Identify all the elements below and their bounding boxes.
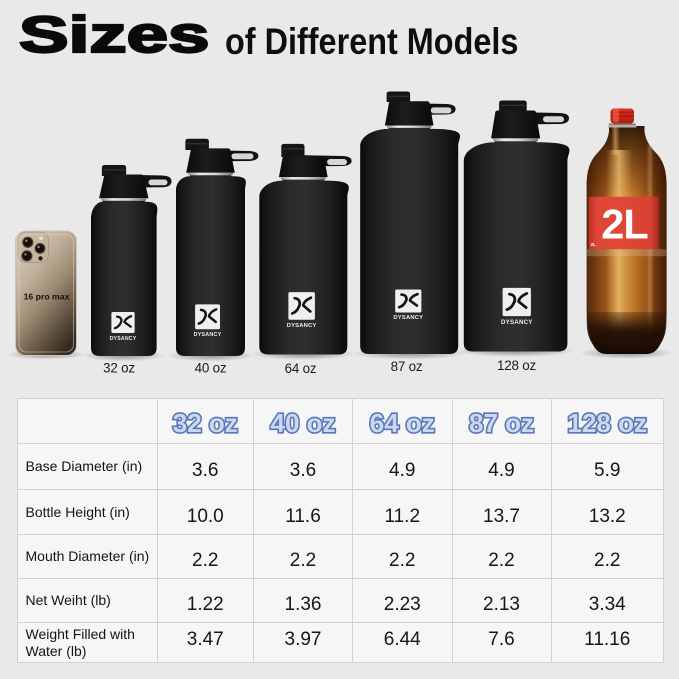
svg-text:16 pro max: 16 pro max (24, 292, 70, 302)
svg-text:DYSANCY: DYSANCY (393, 315, 423, 321)
svg-text:32 oz: 32 oz (103, 361, 135, 376)
svg-text:DYSANCY: DYSANCY (194, 332, 222, 338)
svg-text:128 oz: 128 oz (497, 358, 537, 373)
svg-text:DYSANCY: DYSANCY (110, 336, 137, 342)
svg-text:2L: 2L (601, 201, 648, 248)
svg-text:2L: 2L (591, 242, 597, 247)
svg-text:87 oz: 87 oz (391, 359, 423, 374)
svg-text:DYSANCY: DYSANCY (287, 323, 317, 329)
svg-text:64 oz: 64 oz (285, 361, 317, 376)
svg-text:DYSANCY: DYSANCY (501, 319, 533, 326)
svg-text:40 oz: 40 oz (195, 361, 227, 376)
